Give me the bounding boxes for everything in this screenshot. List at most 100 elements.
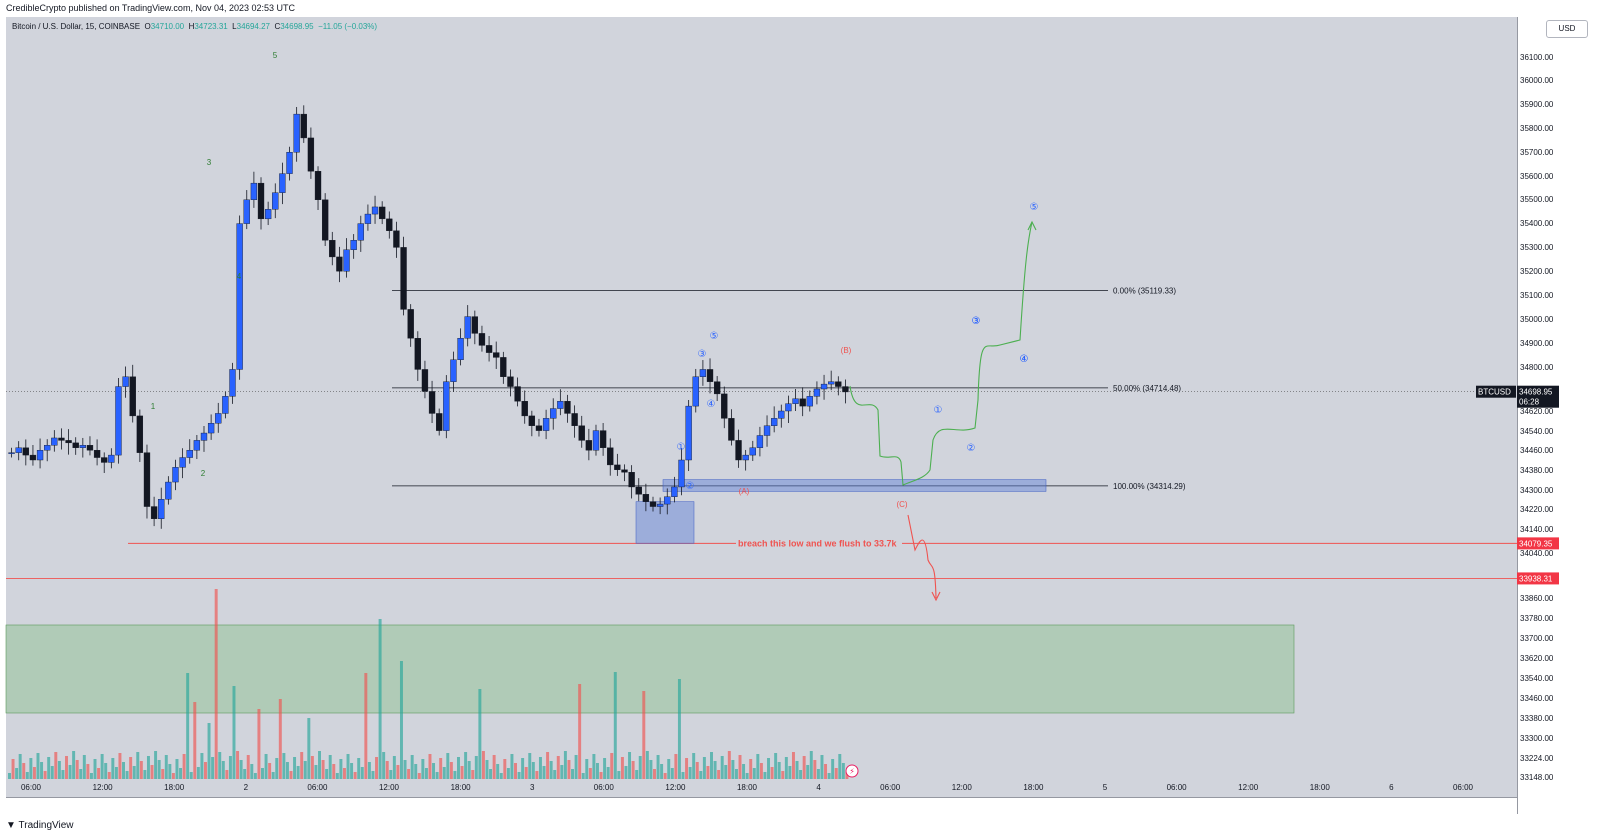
price-tick-label: 33860.00 <box>1520 594 1554 603</box>
price-tick-label: 34040.00 <box>1520 549 1554 558</box>
volume-bar <box>278 699 282 779</box>
price-tag <box>1517 572 1559 585</box>
chart-pane[interactable] <box>6 17 1517 814</box>
candle-body <box>457 338 464 361</box>
candle-body <box>564 401 571 414</box>
candle-body <box>828 381 835 385</box>
volume-bar <box>310 756 314 779</box>
price-tag-label: 33938.31 <box>1519 574 1553 583</box>
target-zone <box>5 624 1295 714</box>
candle-body <box>243 199 250 224</box>
candle-body <box>792 398 799 404</box>
candle-body <box>293 113 300 153</box>
volume-bar <box>799 770 803 779</box>
candle-body <box>749 447 756 456</box>
currency-button[interactable]: USD <box>1546 20 1588 38</box>
volume-bar <box>645 751 649 779</box>
volume-bar <box>32 767 36 779</box>
time-tick-label: 18:00 <box>1023 783 1044 792</box>
volume-bar <box>424 768 428 779</box>
candle-body <box>642 494 650 502</box>
volume-bar <box>122 762 125 779</box>
candle-body <box>514 386 521 402</box>
time-tick-label: 12:00 <box>665 783 686 792</box>
candle-body <box>22 447 29 456</box>
volume-bar <box>318 751 321 779</box>
candle-body <box>500 357 507 377</box>
candle-body <box>664 496 671 505</box>
candle-body <box>571 413 578 426</box>
volume-bar <box>492 755 496 779</box>
volume-bar <box>467 761 471 779</box>
candle-body <box>820 383 828 390</box>
candle-body <box>250 182 258 200</box>
candle-body <box>29 454 37 461</box>
volume-bar <box>86 764 90 779</box>
symbol-legend: Bitcoin / U.S. Dollar, 15, COINBASE O347… <box>12 22 378 31</box>
volume-bar <box>350 763 354 779</box>
volume-bar <box>717 770 721 779</box>
volume-bar <box>585 759 589 779</box>
volume-bar <box>211 757 215 779</box>
volume-bar <box>232 686 236 779</box>
volume-bar <box>720 756 724 779</box>
volume-bar <box>688 767 692 779</box>
candle-body <box>108 454 115 463</box>
volume-bar <box>189 772 193 779</box>
volume-bar <box>300 752 304 779</box>
volume-bar <box>303 761 307 779</box>
price-tick-label: 34300.00 <box>1520 486 1554 495</box>
volume-bar <box>685 758 689 779</box>
volume-bar <box>18 754 22 779</box>
volume-bar <box>588 768 592 779</box>
candle-body <box>706 369 714 382</box>
volume-bar <box>774 753 778 779</box>
symbol-tag-label: BTCUSD <box>1478 388 1511 397</box>
wave-label-blue: ⑤ <box>710 331 719 342</box>
volume-bar <box>813 760 817 779</box>
bearish-projection-path <box>907 514 937 599</box>
price-axis[interactable] <box>1517 17 1600 814</box>
volume-bar <box>777 762 781 779</box>
volume-bar <box>606 767 610 779</box>
volume-bar <box>624 766 628 779</box>
time-tick-label: 06:00 <box>21 783 42 792</box>
volume-bar <box>549 761 553 779</box>
volume-bar <box>788 766 792 779</box>
candle-body <box>713 381 721 395</box>
price-tick-label: 33620.00 <box>1520 654 1554 663</box>
volume-bar <box>738 755 742 779</box>
candle-body <box>357 223 364 241</box>
time-tick-label: 12:00 <box>952 783 973 792</box>
volume-bar <box>79 769 83 779</box>
candle-body <box>172 467 179 483</box>
candle-body <box>649 501 657 507</box>
volume-bar <box>571 769 575 779</box>
candle-body <box>364 213 372 224</box>
volume-bar <box>54 752 58 779</box>
volume-bar <box>321 760 325 779</box>
volume-bar <box>560 765 564 779</box>
tradingview-logo[interactable]: ▼ TradingView <box>6 820 74 831</box>
volume-bar <box>809 751 813 779</box>
volume-bar <box>414 764 418 779</box>
volume-bar <box>389 770 393 779</box>
wave-label-green: 3 <box>207 158 212 167</box>
volume-bar <box>236 751 240 779</box>
legend-low: 34694.27 <box>236 22 270 31</box>
price-tick-label: 34540.00 <box>1520 427 1554 436</box>
candle-body <box>699 369 707 377</box>
candle-body <box>778 410 785 419</box>
candle-body <box>771 418 778 426</box>
price-tick-label: 35200.00 <box>1520 267 1554 276</box>
volume-bar <box>111 758 115 779</box>
candle-body <box>542 418 550 431</box>
volume-bar <box>243 769 247 779</box>
candle-body <box>279 173 286 193</box>
volume-bar <box>734 769 738 779</box>
volume-bar <box>824 764 828 779</box>
volume-bar <box>82 755 86 779</box>
candle-body <box>535 425 543 431</box>
time-axis[interactable] <box>6 797 1517 814</box>
candle-body <box>585 440 593 451</box>
